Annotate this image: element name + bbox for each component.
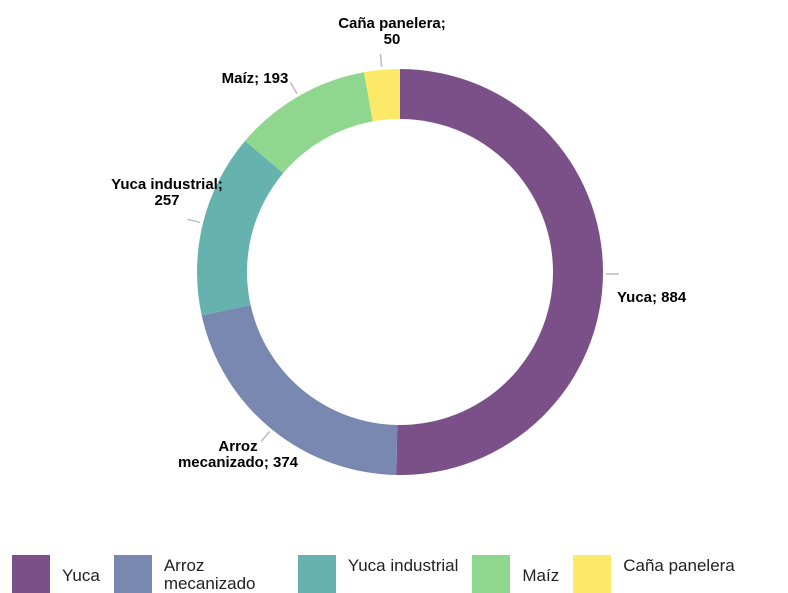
data-label: Arroz bbox=[218, 438, 257, 455]
legend-item: Yuca bbox=[12, 555, 100, 593]
legend-swatch bbox=[472, 555, 510, 593]
legend-item: Yuca industrial bbox=[298, 555, 459, 593]
leader-line bbox=[261, 431, 269, 441]
legend-label: Maíz bbox=[522, 555, 559, 585]
data-label: 50 bbox=[384, 31, 401, 48]
data-label: mecanizado; 374 bbox=[178, 454, 299, 471]
legend-label: Yuca bbox=[62, 555, 100, 585]
data-label: Yuca industrial; bbox=[111, 176, 223, 193]
legend-item: Caña panelera bbox=[573, 555, 735, 593]
data-label: Caña panelera; bbox=[338, 15, 446, 32]
legend-swatch bbox=[12, 555, 50, 593]
legend-item: Maíz bbox=[472, 555, 559, 593]
legend-label: Arroz mecanizado bbox=[164, 555, 284, 593]
legend-swatch bbox=[114, 555, 152, 593]
legend-label: Yuca industrial bbox=[348, 555, 459, 575]
leader-line bbox=[380, 54, 381, 67]
data-label: 257 bbox=[154, 192, 179, 209]
legend: Yuca Arroz mecanizado Yuca industrial Maíz C… bbox=[12, 555, 749, 593]
leader-line bbox=[291, 82, 298, 93]
legend-swatch bbox=[573, 555, 611, 593]
data-label: Yuca; 884 bbox=[617, 289, 687, 306]
leader-line bbox=[187, 219, 200, 222]
donut-slice bbox=[396, 69, 603, 475]
data-label: Maíz; 193 bbox=[222, 70, 289, 87]
legend-label: Caña panelera bbox=[623, 555, 735, 575]
legend-item: Arroz mecanizado bbox=[114, 555, 284, 593]
donut-slice bbox=[197, 141, 283, 316]
legend-swatch bbox=[298, 555, 336, 593]
